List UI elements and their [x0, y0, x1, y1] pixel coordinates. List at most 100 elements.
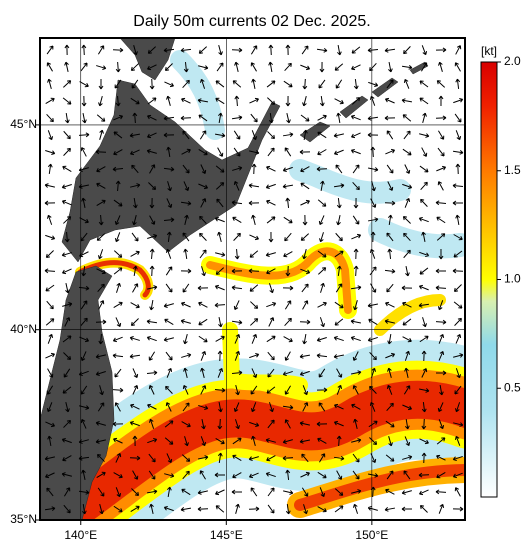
current-arrow	[251, 78, 256, 90]
current-arrow	[95, 421, 106, 426]
current-arrow	[454, 402, 461, 413]
current-arrow	[386, 130, 394, 140]
current-arrow	[112, 166, 124, 172]
current-arrow	[231, 115, 243, 121]
current-arrow	[452, 472, 463, 479]
current-arrow	[45, 234, 56, 241]
current-arrow	[112, 387, 124, 393]
current-arrow	[166, 198, 173, 208]
current-arrow	[131, 79, 139, 89]
current-arrow	[231, 285, 243, 291]
current-arrow	[235, 385, 240, 396]
current-arrow	[351, 97, 361, 105]
current-arrow	[200, 350, 207, 361]
current-arrow	[81, 265, 87, 277]
current-arrow	[197, 455, 209, 460]
current-arrow	[388, 61, 393, 73]
current-arrow	[333, 133, 344, 138]
current-arrow	[334, 505, 344, 513]
current-arrow	[370, 198, 377, 208]
current-arrow	[46, 62, 53, 72]
current-arrow	[232, 437, 242, 445]
current-arrow	[387, 333, 392, 345]
current-arrow	[268, 61, 273, 73]
current-arrow	[149, 78, 155, 90]
current-arrow	[285, 197, 291, 209]
current-arrow	[97, 283, 105, 293]
current-arrow	[350, 335, 361, 342]
current-arrow	[96, 182, 106, 189]
current-arrow	[180, 200, 192, 206]
current-arrow	[369, 266, 377, 276]
current-arrow	[284, 300, 292, 310]
current-arrow	[335, 79, 343, 89]
current-arrow	[437, 402, 444, 412]
current-arrow	[95, 354, 106, 359]
current-arrow	[319, 95, 325, 107]
current-arrow	[334, 98, 344, 105]
current-arrow	[386, 232, 394, 242]
current-arrow	[146, 335, 157, 342]
current-arrow	[132, 215, 137, 226]
current-arrow	[184, 214, 189, 225]
current-arrow	[436, 472, 446, 479]
current-arrow	[250, 402, 257, 413]
current-arrow	[265, 183, 276, 190]
current-arrow	[181, 97, 191, 104]
current-arrow	[182, 79, 190, 89]
current-arrow	[131, 232, 139, 242]
current-arrow	[233, 180, 240, 191]
current-arrow	[452, 149, 464, 155]
current-arrow	[214, 216, 225, 223]
current-arrow	[317, 131, 327, 139]
current-arrow	[163, 217, 175, 223]
current-arrow	[282, 455, 294, 461]
current-arrow	[81, 503, 87, 515]
current-arrow	[317, 506, 327, 513]
current-arrow	[350, 114, 361, 121]
current-arrow	[333, 354, 344, 359]
current-arrow	[183, 61, 189, 73]
current-arrow	[99, 385, 104, 396]
x-tick-label: 150°E	[355, 528, 388, 542]
current-arrow	[44, 183, 55, 188]
current-arrow	[439, 384, 444, 396]
current-arrow	[63, 216, 72, 224]
current-arrow	[453, 353, 464, 358]
current-arrow	[419, 133, 430, 138]
current-arrow	[64, 317, 71, 327]
current-arrow	[215, 80, 225, 88]
current-arrow	[404, 197, 411, 208]
current-arrow	[403, 232, 411, 242]
current-arrow	[318, 368, 326, 378]
current-arrow	[114, 215, 121, 226]
current-arrow	[215, 252, 226, 257]
current-arrow	[200, 385, 207, 395]
current-arrow	[421, 231, 426, 243]
current-arrow	[129, 353, 141, 359]
current-arrow	[163, 505, 174, 512]
current-arrow	[62, 268, 72, 275]
current-arrow	[99, 129, 104, 140]
current-arrow	[438, 333, 445, 344]
current-arrow	[318, 267, 327, 275]
current-arrow	[401, 64, 413, 70]
current-arrow	[81, 197, 86, 208]
current-arrow	[268, 283, 275, 294]
current-arrow	[299, 421, 310, 426]
current-arrow	[267, 487, 275, 497]
current-arrow	[164, 318, 174, 325]
current-arrow	[384, 115, 396, 121]
current-arrow	[284, 232, 292, 242]
current-arrow	[401, 506, 413, 512]
current-arrow	[367, 336, 378, 343]
current-arrow	[80, 419, 87, 429]
current-arrow	[198, 183, 209, 190]
current-arrow	[401, 98, 413, 103]
current-arrow	[435, 115, 447, 121]
current-arrow	[387, 248, 393, 260]
current-arrow	[129, 336, 140, 341]
current-arrow	[163, 166, 175, 172]
current-arrow	[146, 489, 158, 494]
current-arrow	[384, 47, 396, 53]
